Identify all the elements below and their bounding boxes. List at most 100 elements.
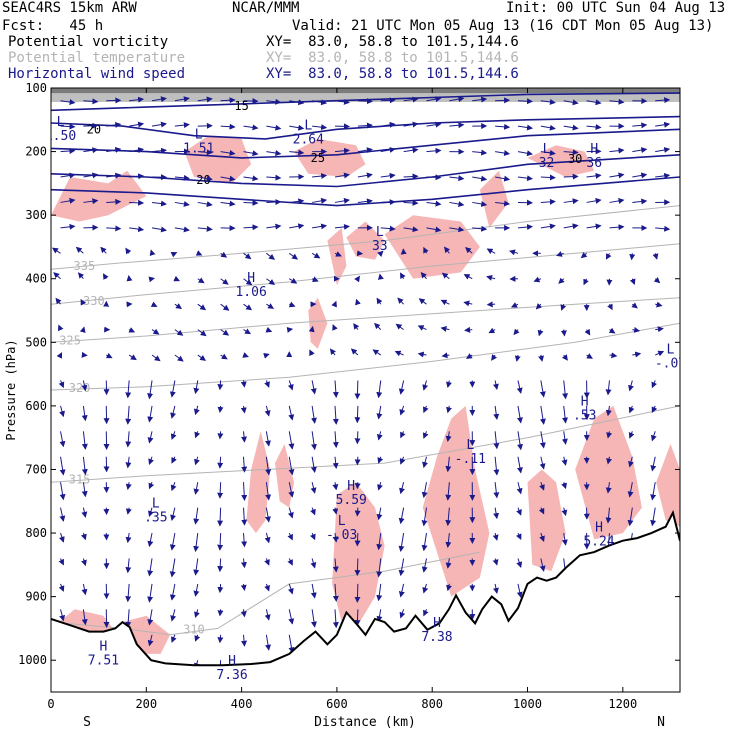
wind-vector	[398, 558, 405, 577]
wind-vector	[609, 352, 618, 359]
wind-vector	[403, 173, 419, 180]
extremum-type: H	[595, 520, 603, 535]
wind-vector	[81, 507, 88, 518]
wind-vector	[128, 354, 137, 361]
wind-vector	[463, 300, 473, 307]
wind-vector	[517, 405, 523, 424]
valid-time: Valid: 21 UTC Mon 05 Aug 13 (16 CDT Mon …	[292, 18, 714, 34]
extremum-type: H	[228, 654, 236, 669]
theta-contour-label: 320	[69, 381, 91, 395]
center-label: NCAR/MMM	[232, 0, 300, 16]
wind-vector	[220, 278, 229, 285]
wind-vector	[174, 96, 190, 103]
wind-vector	[516, 482, 523, 495]
wind-vector	[194, 634, 201, 642]
wind-contour	[51, 128, 680, 159]
theta-contour	[51, 205, 680, 270]
wind-vector	[60, 123, 76, 130]
wind-contour-label: 20	[196, 173, 210, 187]
wind-vector	[174, 303, 183, 309]
wind-vector	[632, 326, 641, 333]
wind-vector	[243, 328, 251, 335]
wind-vector	[472, 175, 488, 182]
wind-vector	[151, 121, 167, 128]
extremum-type: H	[433, 616, 441, 631]
wind-vector	[240, 405, 247, 414]
extremum-value: 7.38	[421, 630, 452, 645]
wind-vector	[332, 558, 339, 573]
wind-vector	[240, 609, 247, 618]
wind-vector	[446, 405, 452, 414]
pv-region	[575, 405, 642, 540]
wind-vector	[586, 353, 593, 359]
wind-vector	[264, 558, 270, 566]
wind-vector	[561, 354, 568, 361]
terrain-surface-line	[51, 509, 680, 667]
wind-vector	[197, 175, 213, 182]
wind-vector	[147, 558, 154, 577]
wind-vector	[357, 98, 373, 105]
wind-vector	[472, 201, 488, 207]
wind-vector	[398, 532, 405, 552]
wind-vector	[311, 252, 321, 259]
wind-vector	[627, 507, 634, 527]
wind-vector	[562, 380, 569, 400]
wind-vector	[609, 147, 625, 154]
field-xy-pv: XY= 83.0, 58.8 to 101.5,144.6	[266, 34, 519, 50]
wind-vector	[422, 456, 428, 469]
wind-vector	[608, 327, 616, 334]
wind-vector	[445, 532, 452, 548]
wind-vector	[332, 380, 339, 398]
wind-vector	[539, 380, 546, 398]
extremum-type: H	[347, 479, 355, 494]
wind-vector	[509, 249, 519, 256]
extremum-type: H	[590, 142, 598, 157]
wind-vector	[170, 507, 176, 521]
wind-vector	[286, 327, 294, 333]
wind-vector	[125, 405, 132, 425]
wind-vector	[217, 456, 224, 469]
extremum-value: -.11	[455, 452, 486, 467]
wind-vector	[374, 322, 382, 330]
wind-vector	[538, 354, 544, 362]
wind-vector	[243, 175, 259, 182]
pv-region	[656, 444, 680, 527]
extremum-value: 5.24	[583, 534, 614, 549]
wind-vector	[377, 456, 384, 464]
wind-vector	[174, 122, 190, 129]
wind-vector	[403, 226, 419, 233]
wind-vector	[533, 276, 542, 283]
wind-vector	[81, 609, 88, 626]
wind-vector	[264, 405, 271, 417]
wind-vector	[515, 532, 522, 541]
wind-vector	[148, 481, 155, 490]
pv-region	[246, 431, 271, 534]
wind-vector	[125, 507, 132, 515]
wind-vector	[540, 124, 556, 131]
wind-vector	[334, 98, 350, 105]
extremum-type: H	[581, 395, 589, 410]
wind-vector	[422, 583, 429, 594]
wind-vector	[495, 97, 511, 104]
wind-vector	[264, 609, 271, 621]
wind-vector	[605, 482, 612, 494]
wind-vector	[220, 251, 228, 258]
wind-vector	[376, 532, 383, 551]
wind-vector	[83, 147, 99, 154]
wind-vector	[465, 353, 473, 359]
wind-vector	[75, 246, 84, 254]
wind-vector	[289, 223, 305, 230]
wind-vector	[220, 200, 236, 207]
wind-vector	[421, 558, 428, 573]
wind-vector	[106, 172, 122, 179]
wind-vector	[266, 98, 282, 105]
wind-vector	[240, 558, 247, 569]
wind-vector	[79, 326, 86, 334]
wind-vector	[421, 532, 428, 552]
wind-vector	[81, 431, 88, 450]
wind-vector	[311, 431, 317, 451]
wind-vector	[354, 405, 361, 424]
wind-vector	[651, 405, 658, 414]
wind-vector	[472, 225, 488, 232]
wind-vector	[56, 352, 63, 359]
